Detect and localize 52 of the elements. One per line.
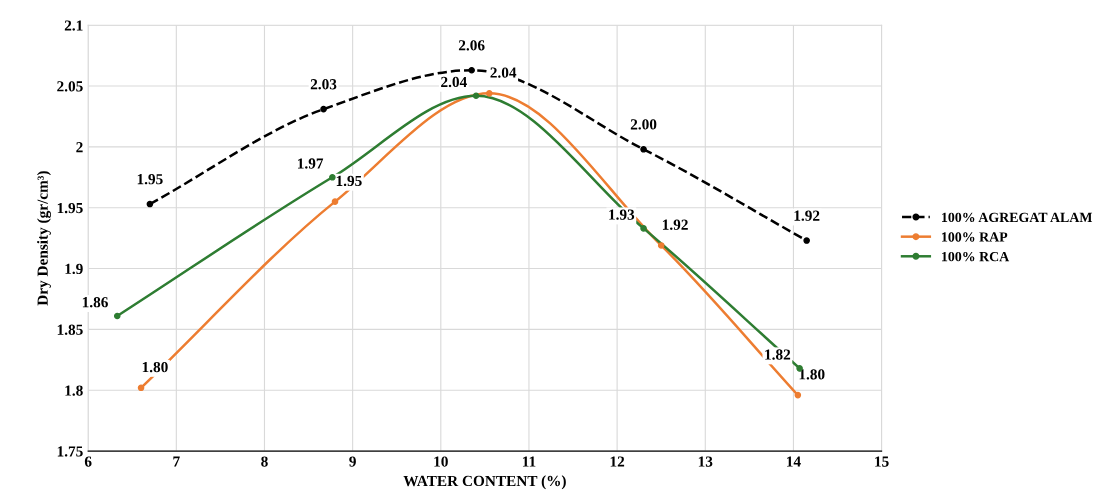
y-tick-label: 1.9 [65,263,83,275]
y-tick-label: 1.95 [57,202,83,214]
point [468,66,475,74]
data-label: 1.97 [298,158,324,169]
data-label: 2.04 [490,67,517,78]
y-tick-label: 1.8 [65,385,83,396]
legend-label: 100% AGREGAT ALAM [942,212,1093,223]
x-tick-label: 14 [787,456,801,467]
data-label: 1.95 [137,174,163,185]
data-label: 2.03 [310,79,337,90]
point [657,242,665,249]
point [137,384,145,392]
point [640,146,647,153]
data-label: 1.93 [609,209,635,220]
x-tick-label: 10 [434,456,448,467]
y-axis-title: Dry Density (gr/cm³) [37,171,52,306]
point [320,105,327,113]
data-label: 1.82 [765,349,791,360]
data-label: 2.04 [441,76,467,88]
data-label: 1.80 [142,361,168,373]
data-label: 1.92 [794,210,820,221]
data-label: 2.00 [630,119,657,130]
point [794,391,802,399]
point [329,174,336,181]
data-label: 2.06 [458,40,485,51]
x-tick-label: 8 [261,456,268,467]
y-tick-label: 2.1 [64,20,83,31]
y-tick-label: 2 [76,142,83,153]
x-tick-label: 9 [349,456,356,467]
data-label: 1.95 [336,175,362,187]
x-tick-label: 13 [698,456,713,467]
x-tick-label: 7 [173,456,180,467]
x-axis-title: WATER CONTENT (%) [403,475,566,490]
data-label: 1.92 [662,219,688,230]
point [331,198,339,205]
point [803,237,810,244]
point [640,225,647,232]
point [485,90,493,97]
x-tick-label: 15 [875,456,889,467]
legend-label: 100% RCA [942,251,1010,262]
y-tick-label: 2.05 [57,81,83,92]
y-tick-label: 1.85 [57,324,83,335]
x-tick-label: 11 [522,456,536,467]
data-label: 1.80 [799,369,825,380]
x-tick-label: 12 [610,456,625,467]
point [146,200,154,208]
legend-label: 100% RAP [942,232,1008,242]
x-tick-label: 6 [84,456,92,467]
data-label: 1.86 [82,297,108,308]
y-tick-label: 1.75 [57,446,83,457]
point [472,92,480,100]
point [113,312,121,320]
